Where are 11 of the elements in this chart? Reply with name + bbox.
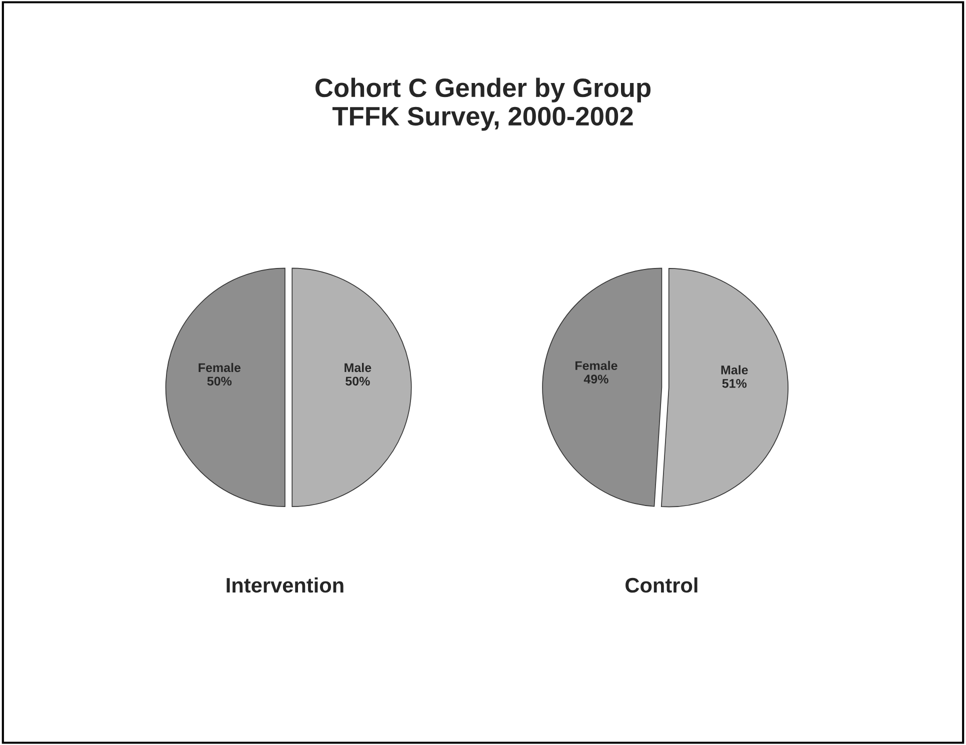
slice-label: Male [344, 362, 372, 372]
text: Control [626, 577, 698, 593]
slice-label: Female [198, 362, 241, 372]
text: Intervention [226, 577, 344, 593]
slice-label: Female [575, 360, 618, 370]
data-label: 50% [346, 376, 370, 386]
data-label: 49% [584, 374, 608, 384]
data-label: 51% [722, 379, 747, 388]
slice-label: Male [721, 365, 748, 374]
text: Cohort C Gender by Group TFFK Survey, 2000-2002 [315, 78, 651, 131]
data-label: 50% [207, 376, 232, 386]
